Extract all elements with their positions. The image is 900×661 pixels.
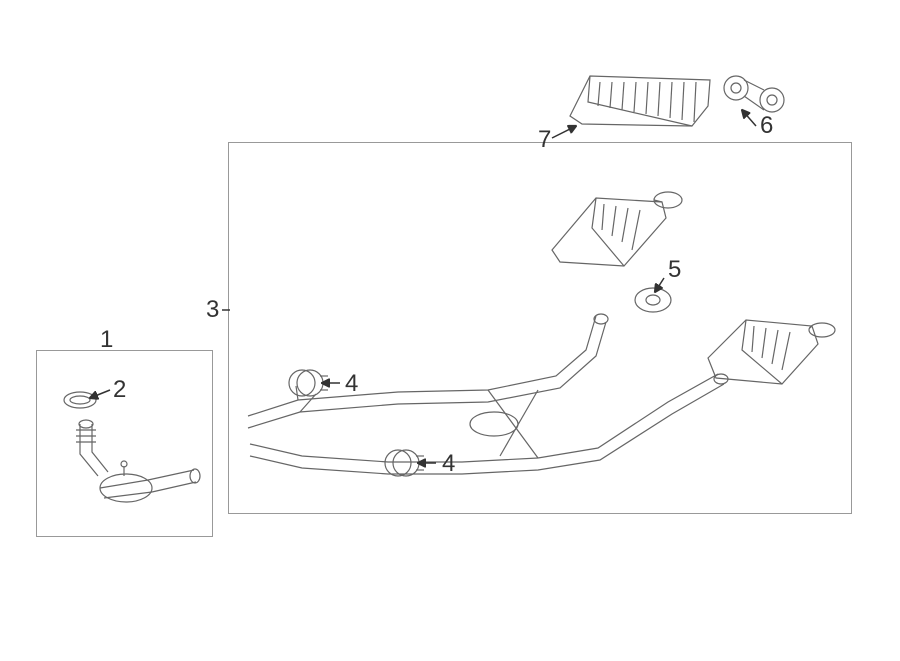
parts-diagram: 1 2 3 4 4 5 6 7	[0, 0, 900, 661]
leaders	[0, 0, 900, 661]
